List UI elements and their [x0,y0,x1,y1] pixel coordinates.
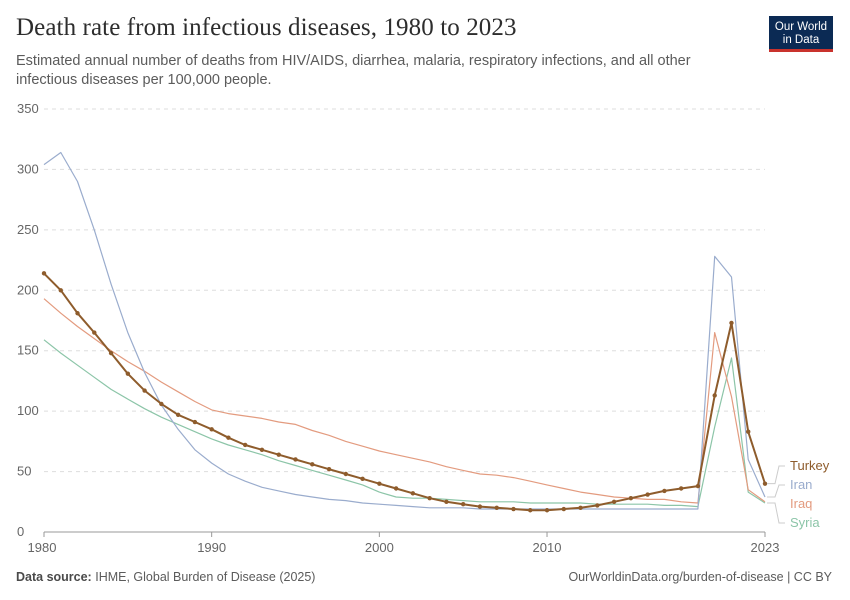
data-point-turkey [729,320,734,326]
data-point-turkey [360,476,365,482]
data-point-turkey [477,504,483,509]
y-tick-label: 150 [17,343,39,358]
data-point-turkey [259,447,265,453]
data-point-turkey [561,506,566,512]
data-point-turkey [92,330,97,335]
data-point-turkey [544,508,550,513]
data-point-turkey [293,457,298,462]
data-point-turkey [41,271,47,276]
series-line-iran [43,151,766,510]
chart-title: Death rate from infectious diseases, 198… [16,14,517,41]
data-point-turkey [276,452,281,457]
data-point-turkey [108,350,114,356]
data-point-turkey [310,462,315,467]
data-point-turkey [762,481,768,486]
data-point-turkey [75,311,80,316]
data-point-turkey [427,495,432,501]
data-point-turkey [343,471,349,477]
data-point-turkey [410,491,416,496]
legend-label-syria: Syria [790,515,820,530]
x-tick-label: 2000 [365,540,394,555]
data-point-turkey [377,481,382,486]
series-line-iraq [43,298,766,504]
legend-label-turkey: Turkey [790,458,830,473]
data-point-turkey [209,427,214,432]
y-tick-label: 100 [17,403,39,418]
data-point-turkey [695,483,701,489]
data-point-turkey [662,488,667,494]
label-connector [767,465,785,485]
data-source-text[interactable]: IHME, Global Burden of Disease (2025) [95,570,316,584]
data-point-turkey [58,288,63,293]
series-line-syria [43,339,766,508]
legend-label-iraq: Iraq [790,496,812,511]
owid-logo[interactable]: Our World in Data [769,16,833,52]
data-point-turkey [444,499,449,504]
data-point-turkey [326,466,332,472]
data-point-turkey [678,486,684,491]
data-point-turkey [628,495,634,501]
data-point-turkey [528,508,533,513]
data-point-turkey [578,505,583,511]
data-point-turkey [125,371,131,376]
data-point-turkey [142,388,147,393]
data-point-turkey [746,429,751,434]
logo-line-1: Our World [774,21,828,33]
data-point-turkey [175,412,181,417]
x-tick-label: 1990 [197,540,226,555]
data-point-turkey [192,419,198,425]
data-point-turkey [645,492,650,497]
x-tick-label: 2023 [751,540,780,555]
x-tick-label: 1980 [28,540,57,555]
x-tick-label: 2010 [533,540,562,555]
data-point-turkey [595,503,600,508]
legend-label-iran: Iran [790,477,812,492]
y-tick-label: 50 [17,464,31,479]
label-connector [767,502,785,524]
chart-subtitle: Estimated annual number of deaths from H… [16,53,691,88]
data-point-turkey [159,401,164,407]
y-tick-label: 350 [17,101,39,116]
source-url[interactable]: OurWorldinData.org/burden-of-disease | C… [568,570,832,584]
data-source: Data source: IHME, Global Burden of Dise… [16,570,315,584]
data-point-turkey [511,506,516,512]
y-tick-label: 300 [17,161,39,176]
data-point-turkey [393,486,399,491]
data-point-turkey [611,499,617,504]
data-point-turkey [226,435,231,440]
y-tick-label: 250 [17,222,39,237]
data-point-turkey [460,502,466,507]
data-source-label: Data source: [16,570,92,584]
logo-line-2: in Data [782,34,820,46]
data-point-turkey [243,442,248,448]
y-tick-label: 0 [17,524,24,539]
label-connector [767,484,785,498]
series-line-turkey [43,272,766,512]
data-point-turkey [712,393,717,398]
y-tick-label: 200 [17,282,39,297]
data-point-turkey [494,505,499,511]
